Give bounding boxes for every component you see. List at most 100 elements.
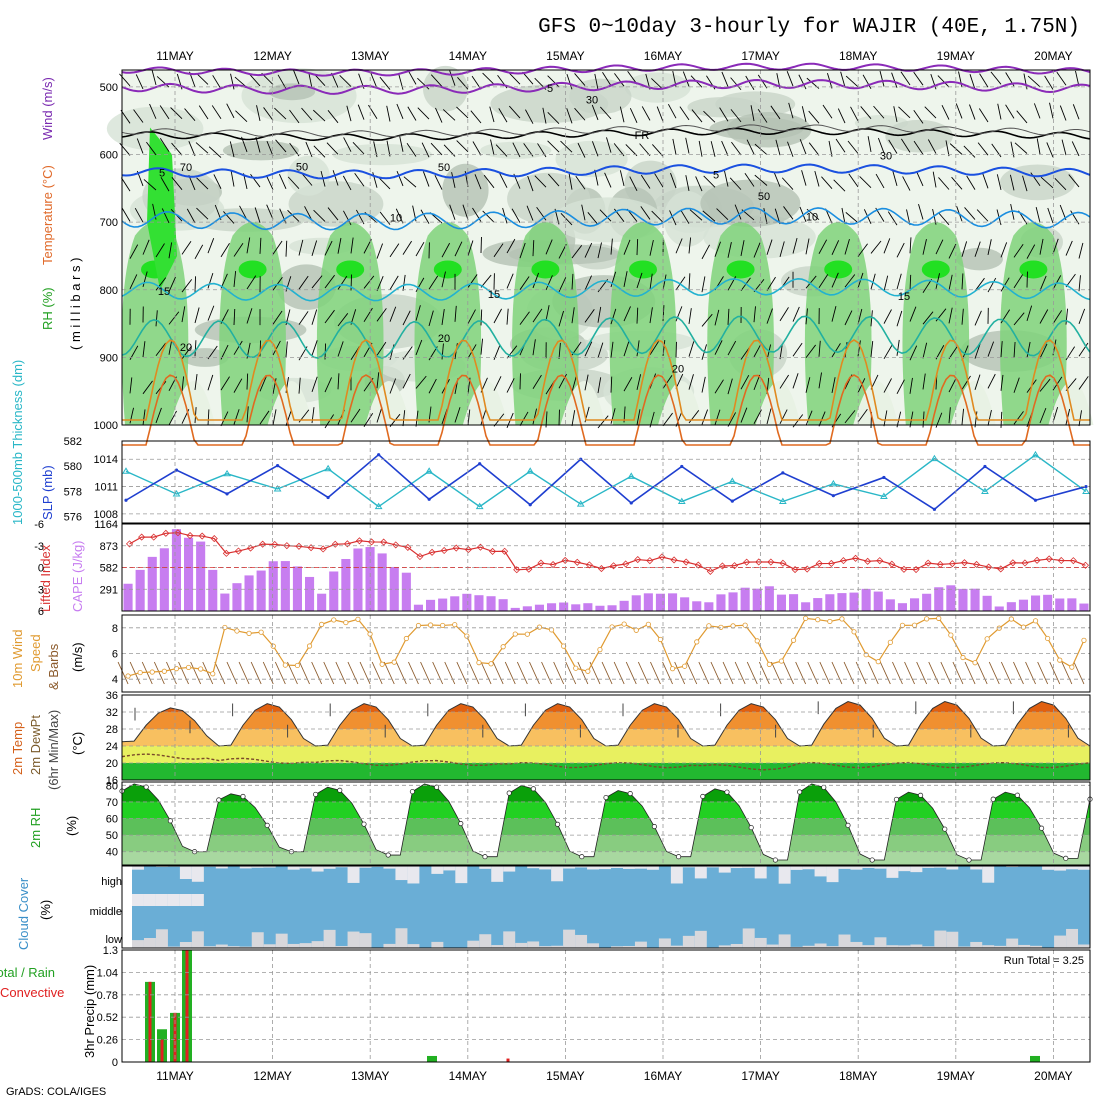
wind-barb: [773, 171, 781, 187]
wind-barb: [987, 373, 996, 389]
cloud-low-bar: [335, 946, 348, 948]
surface-wind-barb: [1061, 661, 1073, 685]
cape-bar: [776, 594, 786, 611]
wind-barb: [1040, 176, 1054, 189]
wind-barb: [415, 339, 423, 356]
cloud-low-bar: [251, 932, 264, 948]
cape-tick-291: 291: [100, 584, 118, 596]
cloud-low-bar: [407, 944, 420, 948]
cloud-high-bar: [239, 866, 252, 869]
wind-barb: [753, 374, 761, 391]
surface-wind-barb: [383, 661, 395, 685]
contour-label: 30: [880, 151, 892, 163]
cloud-low-bar: [754, 937, 767, 948]
wind-barb: [207, 272, 214, 289]
thickness-point: [273, 484, 282, 492]
wind-barb: [324, 240, 333, 256]
wind-barb: [402, 240, 412, 255]
cloud-high-bar: [946, 866, 959, 870]
wind-barb: [571, 410, 576, 427]
wind-barb: [312, 109, 326, 122]
wind-barb: [730, 77, 742, 91]
surface-wind-barb: [976, 661, 988, 685]
cloud-low-bar: [790, 946, 803, 948]
wind-barb: [558, 277, 567, 293]
contour-label: 50: [438, 162, 450, 174]
wind-barb: [682, 71, 690, 87]
precip-conv-bar: [506, 1058, 510, 1062]
wind-barb: [337, 237, 342, 254]
surface-wind-barb: [359, 661, 371, 685]
slp-point: [427, 497, 431, 501]
wind-barb: [948, 274, 953, 291]
cloud-low-bar: [970, 941, 983, 948]
cape-bar: [377, 553, 387, 611]
wind-barb: [977, 142, 989, 156]
wind-barb: [870, 273, 876, 290]
wind-barb: [701, 244, 711, 260]
cape-bar: [970, 588, 980, 611]
cloud-low-bar: [227, 946, 240, 948]
cape-bar: [643, 593, 653, 611]
wind-barb: [233, 378, 243, 393]
wind-barb: [266, 140, 274, 157]
wind-barb: [591, 104, 599, 121]
cloud-high-bar: [599, 866, 611, 870]
wind-barb: [184, 108, 196, 121]
wind-barb: [519, 276, 530, 290]
wind-barb: [731, 141, 742, 156]
cape-bar: [171, 529, 181, 611]
wind-barb: [421, 142, 430, 158]
surface-wind-barb: [178, 661, 189, 685]
wind-barb: [675, 306, 683, 322]
frame-wind: [121, 614, 1091, 693]
surface-wind-barb: [613, 661, 625, 685]
cloud-low-bar: [934, 930, 947, 948]
wind-barb: [670, 172, 677, 189]
wind-speed-point: [391, 659, 397, 665]
wind-speed-point: [234, 628, 240, 634]
wind-barb: [186, 208, 196, 224]
temp-band: [122, 746, 1090, 763]
frame-precip: [121, 949, 1091, 1063]
wind-barb: [376, 308, 387, 322]
cape-bar: [196, 541, 206, 611]
li-point: [706, 567, 714, 575]
wind-barb: [467, 309, 476, 324]
wind-barb: [449, 204, 456, 220]
cloud-high-bar: [455, 866, 468, 884]
cloud-low-bar: [670, 945, 683, 948]
wind-barb: [121, 207, 131, 222]
surface-wind-barb: [262, 661, 274, 685]
wind-barb: [266, 204, 274, 220]
wind-barb: [623, 376, 633, 392]
wind-barb: [714, 309, 720, 326]
cape-bar: [910, 598, 920, 611]
wind-barb: [301, 107, 313, 121]
wind-barb: [195, 142, 209, 154]
wind-barb: [724, 170, 729, 187]
cape-bar: [825, 594, 835, 611]
date-top-19MAY: 19MAY: [937, 49, 975, 63]
frame-temp: [121, 694, 1091, 781]
wind-barb: [753, 242, 761, 258]
li-point: [864, 557, 872, 565]
li-point: [125, 540, 134, 548]
wind-barb: [155, 310, 158, 327]
wind-barb: [636, 340, 640, 357]
thickness-point: [1082, 487, 1090, 494]
wind-barb: [888, 139, 898, 154]
wind-barb: [194, 374, 198, 391]
pressure-tick-500: 500: [100, 82, 118, 94]
surface-wind-barb: [686, 661, 698, 685]
cape-bar: [365, 547, 375, 611]
wind-barb: [441, 271, 446, 288]
wind-barb: [472, 207, 482, 222]
slp-point: [528, 503, 532, 507]
surface-wind-barb: [1025, 661, 1036, 685]
cloud-high-bar: [862, 866, 875, 868]
frame-rh: [121, 781, 1091, 866]
wind-speed-point: [936, 615, 942, 621]
date-top-14MAY: 14MAY: [449, 49, 487, 63]
wind-barb: [636, 272, 643, 289]
